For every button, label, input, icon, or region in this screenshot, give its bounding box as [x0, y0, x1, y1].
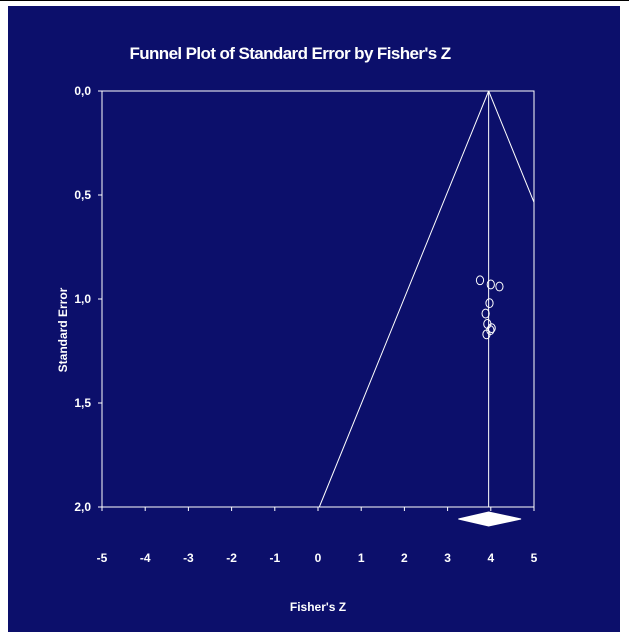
x-tick-label: -3: [183, 551, 194, 565]
plot-area-frame: [101, 90, 535, 508]
funnel-lines: [318, 90, 535, 527]
x-axis: -5 -4 -3 -2 -1 0 1 2 3 4 5: [97, 507, 538, 565]
chart-title: Funnel Plot of Standard Error by Fisher'…: [129, 44, 450, 63]
x-tick-label: 4: [487, 551, 494, 565]
chart-panel: [8, 6, 620, 632]
x-tick-label: 5: [531, 551, 538, 565]
x-tick-label: 3: [444, 551, 451, 565]
study-point: [486, 279, 495, 290]
y-tick-label: 2,0: [74, 500, 91, 514]
x-tick-label: -1: [269, 551, 280, 565]
y-tick-label: 0,0: [74, 84, 91, 98]
y-tick-label: 0,5: [74, 188, 91, 202]
x-tick-label: -4: [140, 551, 151, 565]
funnel-right-line: [488, 90, 535, 203]
y-tick-label: 1,0: [74, 292, 91, 306]
study-point: [495, 281, 504, 292]
x-tick-label: -5: [97, 551, 108, 565]
top-border-line: [0, 0, 629, 1]
study-points: [475, 275, 504, 340]
x-axis-label: Fisher's Z: [290, 600, 346, 614]
study-point: [485, 298, 494, 309]
x-tick-label: 0: [315, 551, 322, 565]
study-point: [481, 308, 490, 319]
x-tick-label: -2: [226, 551, 237, 565]
summary-diamond: [458, 511, 522, 527]
study-point: [475, 275, 485, 286]
funnel-left-line: [318, 90, 490, 508]
y-tick-label: 1,5: [74, 396, 91, 410]
study-point: [487, 323, 496, 334]
study-point: [482, 329, 491, 340]
y-axis: 0,0 0,5 1,0 1,5 2,0: [74, 84, 102, 514]
y-axis-label: Standard Error: [56, 287, 70, 372]
x-tick-label: 2: [401, 551, 408, 565]
x-tick-label: 1: [358, 551, 365, 565]
